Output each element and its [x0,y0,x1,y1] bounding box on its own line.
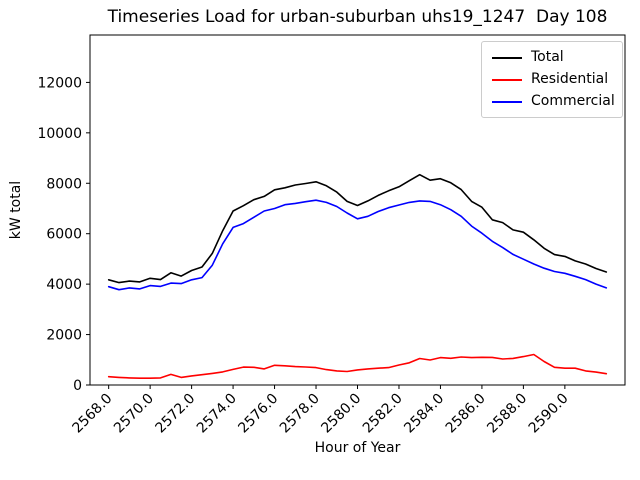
x-tick-label: 2570.0 [111,391,157,437]
x-tick-label: 2582.0 [360,391,406,437]
x-tick-label: 2574.0 [194,391,240,437]
y-tick-label: 2000 [46,328,82,344]
series-line-commercial [107,199,608,291]
x-tick-label: 2584.0 [401,391,447,437]
legend-entry-total: Total [492,50,612,65]
y-tick-label: 6000 [46,227,82,243]
y-tick-label: 12000 [37,75,82,91]
y-axis-label: kW total [8,180,24,240]
commercial-line-sample [492,100,522,103]
x-axis-label: Hour of Year [314,440,401,456]
x-tick-label: 2590.0 [526,391,572,437]
y-tick-label: 10000 [37,126,82,142]
x-tick-label: 2588.0 [484,391,530,437]
total-line-sample [492,56,522,59]
legend-label-total: Total [531,49,564,65]
legend-label-commercial: Commercial [531,93,615,109]
y-tick-label: 0 [73,378,82,394]
legend-entry-residential: Residential [492,72,612,87]
x-tick-label: 2580.0 [318,391,364,437]
y-tick-label: 4000 [46,277,82,293]
residential-line-sample [492,78,522,81]
legend-label-residential: Residential [531,71,609,87]
x-tick-label: 2572.0 [152,391,198,437]
legend-entry-commercial: Commercial [492,93,615,109]
x-tick-label: 2568.0 [70,391,116,437]
series-line-total [107,173,608,284]
y-tick-label: 8000 [46,176,82,192]
x-tick-label: 2576.0 [235,391,281,437]
chart-title: Timeseries Load for urban-suburban uhs19… [107,7,608,27]
x-tick-label: 2578.0 [277,391,323,437]
x-tick-label: 2586.0 [443,391,489,437]
series-line-residential [107,353,608,380]
legend: Total Residential Commercial [481,41,623,118]
